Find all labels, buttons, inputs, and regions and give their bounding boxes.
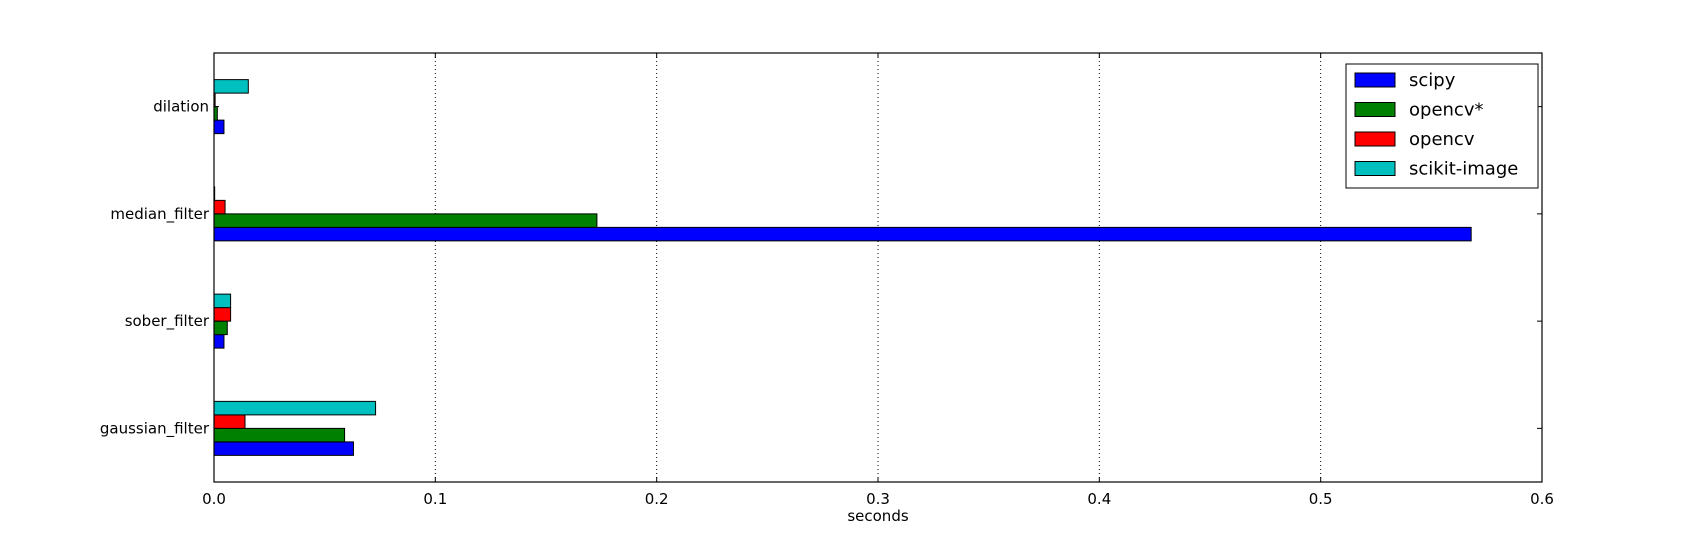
legend-swatch: [1354, 131, 1396, 147]
legend-label: opencv: [1409, 129, 1475, 150]
y-category-label: dilation: [153, 98, 209, 116]
bar-scipy-dilation: [213, 119, 225, 135]
x-axis-title: seconds: [847, 507, 908, 525]
legend-label: scipy: [1409, 70, 1456, 91]
bar-opencv-gaussian-filter: [213, 414, 246, 429]
x-tick-label: 0.3: [866, 490, 890, 508]
bar-opencv--sober-filter: [213, 320, 228, 336]
bar-layer: [213, 79, 1472, 456]
tick-layer: [213, 53, 1543, 482]
bar-scipy-median-filter: [213, 226, 1472, 242]
x-tick-label: 0.6: [1530, 490, 1554, 508]
bar-scikit-image-dilation: [213, 79, 249, 94]
bar-opencv--gaussian-filter: [213, 427, 346, 443]
legend-swatch: [1354, 102, 1396, 117]
y-category-label: median_filter: [110, 205, 209, 224]
x-tick-label: 0.2: [645, 490, 669, 508]
x-tick-label: 0.5: [1309, 490, 1333, 508]
bar-scikit-image-gaussian-filter: [213, 400, 377, 416]
bar-scipy-sober-filter: [213, 334, 225, 349]
x-tick-label: 0.4: [1087, 490, 1111, 508]
y-category-labels: dilation median_filter sober_filtergaussia…: [100, 98, 210, 439]
x-tick-label: 0.1: [423, 490, 447, 508]
bar-scikit-image-sober-filter: [213, 293, 232, 309]
bar-scipy-gaussian-filter: [213, 441, 354, 456]
bar-opencv--median-filter: [213, 213, 598, 228]
x-tick-label: 0.0: [202, 490, 226, 508]
bar-opencv-median-filter: [213, 199, 226, 215]
legend-label: scikit-image: [1409, 159, 1518, 180]
legend-label: opencv*: [1409, 100, 1483, 121]
y-category-label: sober_filter: [125, 312, 210, 331]
x-tick-labels: 0.0 0.1 0.2 0.3 0.4 0.5 0.6: [202, 490, 1554, 508]
bar-opencv-sober-filter: [213, 307, 232, 322]
legend: scipy opencv* opencv scikit-image: [1345, 63, 1539, 189]
legend-swatch: [1354, 72, 1396, 88]
y-category-label: gaussian_filter: [100, 419, 210, 438]
grid-layer: [434, 53, 1322, 482]
legend-swatch: [1354, 161, 1396, 176]
